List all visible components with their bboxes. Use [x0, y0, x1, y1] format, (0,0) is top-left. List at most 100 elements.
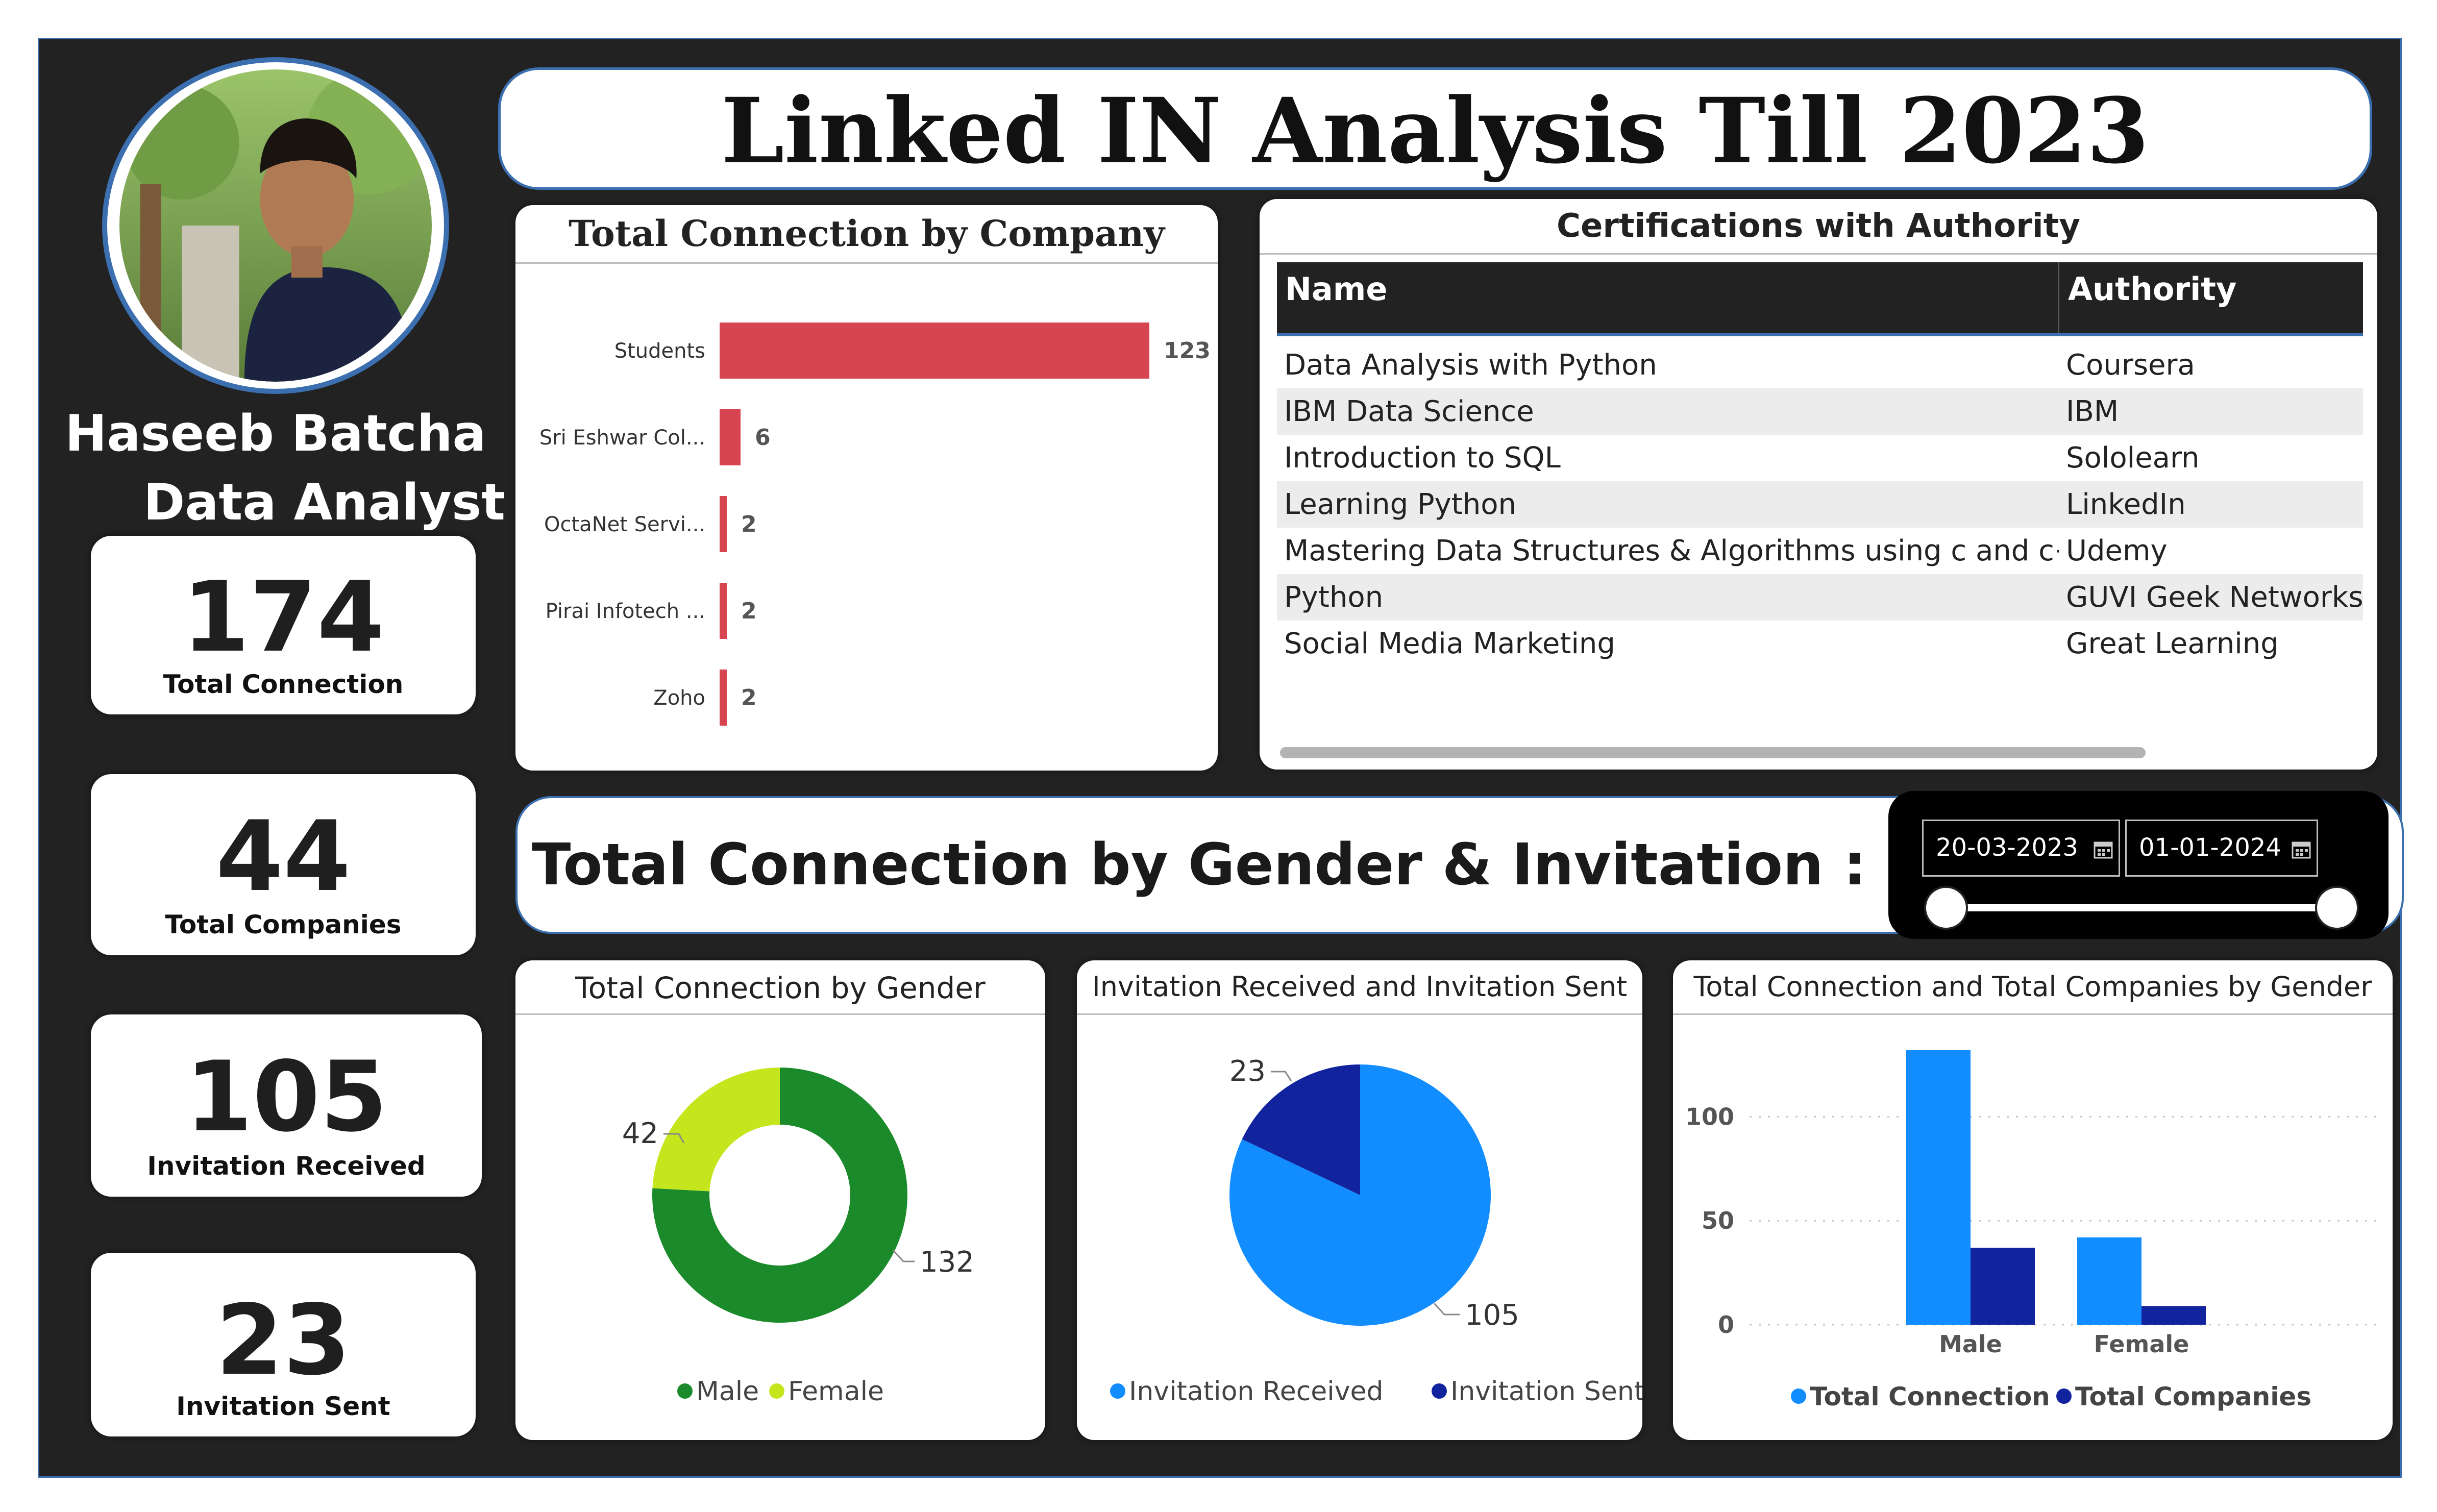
kpi-value: 23 [215, 1284, 351, 1397]
slider-handle-end[interactable] [2315, 886, 2359, 930]
table-header: Name Authority [1277, 262, 2363, 336]
slice-female[interactable] [652, 1068, 780, 1192]
start-date-input[interactable]: 20-03-2023 [1922, 820, 2120, 877]
legend-label: Male [696, 1376, 759, 1407]
cell-authority: Great Learning [2066, 627, 2279, 660]
section-title: Total Connection by Gender & Invitation … [532, 832, 1866, 898]
page-title: Linked IN Analysis Till 2023 [721, 78, 2149, 184]
calendar-icon[interactable] [2093, 839, 2113, 860]
data-label: 2 [741, 685, 757, 711]
gender-bar-chart-card: Total Connection and Total Companies by … [1673, 960, 2393, 1440]
table-row: Data Analysis with Python Coursera [1277, 342, 2363, 388]
bar[interactable] [720, 409, 741, 465]
y-tick-label: 0 [1718, 1311, 1734, 1339]
data-label: 123 [1164, 338, 1211, 364]
cell-certification-name: Introduction to SQL [1284, 441, 1561, 475]
bar-total-connection[interactable] [1906, 1050, 1971, 1325]
table-row: IBM Data Science IBM [1277, 388, 2363, 435]
start-date-value: 20-03-2023 [1936, 833, 2078, 862]
leader-line [892, 1249, 915, 1262]
cell-authority: LinkedIn [2066, 488, 2186, 521]
legend-marker [2056, 1389, 2072, 1404]
profile-role: Data Analyst [143, 474, 505, 532]
certifications-card: Certifications with Authority Name Autho… [1260, 199, 2377, 770]
header-banner: Linked IN Analysis Till 2023 [498, 67, 2372, 190]
kpi-label: Invitation Sent [176, 1392, 390, 1421]
bar[interactable] [720, 496, 727, 552]
legend-label: Total Connection [1810, 1382, 2050, 1411]
column-divider [2058, 262, 2059, 333]
kpi-label: Invitation Received [147, 1151, 426, 1181]
kpi-invitation-received: 105 Invitation Received [91, 1014, 482, 1197]
leader-line [1271, 1071, 1292, 1081]
cell-authority: Sololearn [2066, 441, 2200, 475]
legend-marker [1110, 1383, 1125, 1399]
cell-certification-name: Python [1284, 581, 1384, 614]
data-label: 6 [755, 425, 771, 451]
legend-label: Total Companies [2075, 1382, 2311, 1411]
cell-authority: GUVI Geek Networks, [2066, 581, 2363, 614]
category-label: Zoho [653, 686, 705, 710]
title-separator [1077, 1013, 1642, 1015]
cell-authority: Udemy [2066, 534, 2168, 567]
category-label: Pirai Infotech ... [546, 600, 705, 623]
chart-title: Total Connection by Company [569, 212, 1165, 255]
table-row: Learning Python LinkedIn [1277, 481, 2363, 528]
gender-grouped-bar-chart: 0 50 100 Male Female Total Connection Total Co… [1685, 1050, 2377, 1411]
bar-total-companies[interactable] [1971, 1248, 2035, 1325]
end-date-input[interactable]: 01-01-2024 [2125, 820, 2318, 877]
data-label: 2 [741, 598, 757, 624]
company-bar-chart: Students 123 Sri Eshwar Col... 6 OctaNet Ser… [539, 323, 1211, 726]
chart-title: Invitation Received and Invitation Sent [1092, 971, 1628, 1003]
slice-male[interactable] [652, 1068, 907, 1323]
table-row: Mastering Data Structures & Algorithms u… [1277, 528, 2363, 574]
legend-label: Female [788, 1376, 884, 1407]
data-label: 42 [622, 1117, 658, 1150]
title-separator [515, 1013, 1045, 1015]
calendar-icon[interactable] [2291, 839, 2311, 860]
kpi-invitation-sent: 23 Invitation Sent [91, 1253, 476, 1436]
kpi-total-connection: 174 Total Connection [91, 536, 476, 714]
kpi-value: 105 [185, 1040, 388, 1153]
bar-total-connection[interactable] [2077, 1237, 2141, 1325]
y-tick-label: 50 [1702, 1207, 1734, 1234]
leader-line [1433, 1302, 1460, 1316]
cell-certification-name: Learning Python [1284, 488, 1517, 521]
chart-title: Total Connection and Total Companies by … [1693, 971, 2372, 1003]
gender-donut-chart: 132 42 Male Female [622, 1068, 974, 1407]
cell-certification-name: Mastering Data Structures & Algorithms u… [1284, 534, 2059, 567]
avatar-photo [119, 69, 432, 382]
cell-authority: IBM [2066, 395, 2119, 428]
data-label: 23 [1229, 1055, 1266, 1088]
data-label: 2 [741, 511, 757, 537]
legend-label: Invitation Received [1129, 1376, 1384, 1407]
bar[interactable] [720, 670, 727, 726]
bar-total-companies[interactable] [2141, 1306, 2206, 1325]
x-tick-label: Male [1939, 1330, 2002, 1358]
slice-invitation-sent[interactable] [1242, 1064, 1360, 1195]
avatar [102, 57, 449, 394]
end-date-value: 01-01-2024 [2139, 833, 2281, 862]
slider-handle-start[interactable] [1924, 886, 1968, 930]
legend-marker [1791, 1389, 1806, 1404]
y-tick-label: 100 [1685, 1103, 1734, 1130]
category-label: OctaNet Servi... [544, 513, 705, 536]
column-header-authority: Authority [2068, 270, 2237, 308]
horizontal-scrollbar[interactable] [1280, 747, 2146, 758]
cell-certification-name: IBM Data Science [1284, 395, 1534, 428]
title-separator [1673, 1013, 2393, 1015]
title-separator [515, 262, 1218, 264]
bar[interactable] [720, 323, 1149, 379]
invitation-pie-chart: 105 23 Invitation Received Invitation Sent [1110, 1055, 1642, 1407]
cell-certification-name: Social Media Marketing [1284, 627, 1615, 660]
bar[interactable] [720, 583, 727, 639]
chart-title: Total Connection by Gender [575, 971, 986, 1005]
kpi-total-companies: 44 Total Companies [91, 774, 476, 955]
leader-line [663, 1133, 685, 1144]
x-tick-label: Female [2094, 1330, 2189, 1358]
profile-name: Haseeb Batcha [65, 405, 486, 463]
table-row: Social Media Marketing Great Learning [1277, 621, 2363, 667]
slider-track[interactable] [1944, 904, 2337, 911]
kpi-value: 174 [182, 561, 385, 674]
category-label: Students [614, 339, 705, 363]
